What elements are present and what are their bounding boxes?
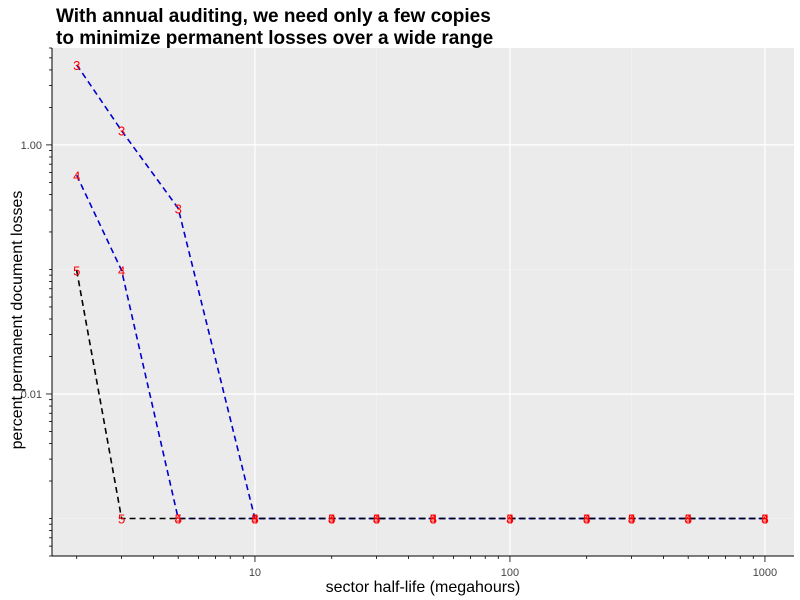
data-point-marker-3: 3 bbox=[328, 512, 335, 527]
data-point-marker-5: 5 bbox=[506, 512, 513, 527]
data-point-marker-3: 3 bbox=[761, 512, 768, 527]
data-point-marker-4: 4 bbox=[628, 512, 635, 527]
data-point-marker-3: 3 bbox=[373, 512, 380, 527]
plot-panel bbox=[52, 48, 794, 556]
data-point-marker-3: 3 bbox=[685, 512, 692, 527]
data-point-marker-5: 5 bbox=[73, 264, 80, 279]
data-point-marker-3: 3 bbox=[430, 512, 437, 527]
data-point-marker-4: 4 bbox=[73, 168, 80, 183]
data-point-marker-3: 3 bbox=[73, 58, 80, 73]
x-tick-label: 100 bbox=[501, 567, 519, 579]
y-axis-title: percent permanent document losses bbox=[9, 191, 26, 450]
data-point-marker-4: 4 bbox=[251, 512, 258, 527]
data-point-marker-3: 3 bbox=[506, 512, 513, 527]
data-point-marker-5: 5 bbox=[628, 512, 635, 527]
data-point-marker-4: 4 bbox=[506, 512, 513, 527]
data-point-marker-4: 4 bbox=[175, 512, 182, 527]
chart-title-line-2: to minimize permanent losses over a wide… bbox=[56, 28, 494, 49]
axes: 10 100 1000 1.00 0.01 bbox=[21, 47, 794, 579]
x-tick-label: 1000 bbox=[753, 567, 777, 579]
data-point-marker-5: 5 bbox=[685, 512, 692, 527]
data-point-marker-4: 4 bbox=[118, 264, 125, 279]
data-point-marker-4: 4 bbox=[373, 512, 380, 527]
data-point-marker-3: 3 bbox=[583, 512, 590, 527]
data-point-marker-4: 4 bbox=[685, 512, 692, 527]
data-point-marker-3: 3 bbox=[175, 201, 182, 216]
x-axis-title: sector half-life (megahours) bbox=[326, 579, 521, 596]
data-point-marker-5: 5 bbox=[583, 512, 590, 527]
series-line-5 bbox=[75, 270, 765, 520]
y-tick-label: 0.01 bbox=[21, 389, 42, 401]
data-point-marker-5: 5 bbox=[328, 512, 335, 527]
chart-title-line-1: With annual auditing, we need only a few… bbox=[56, 6, 491, 27]
data-point-marker-4: 4 bbox=[328, 512, 335, 527]
data-point-marker-3: 3 bbox=[628, 512, 635, 527]
data-point-marker-4: 4 bbox=[430, 512, 437, 527]
data-point-marker-5: 5 bbox=[430, 512, 437, 527]
data-point-marker-5: 5 bbox=[373, 512, 380, 527]
data-point-marker-4: 4 bbox=[761, 512, 768, 527]
data-point-marker-5: 5 bbox=[118, 512, 125, 527]
y-tick-label: 1.00 bbox=[21, 140, 42, 152]
data-point-marker-5: 5 bbox=[761, 512, 768, 527]
x-tick-label: 10 bbox=[249, 567, 261, 579]
data-point-marker-3: 3 bbox=[118, 124, 125, 139]
data-point-marker-5: 5 bbox=[175, 512, 182, 527]
data-point-marker-4: 4 bbox=[583, 512, 590, 527]
gridlines bbox=[52, 48, 794, 556]
data-point-marker-5: 5 bbox=[251, 512, 258, 527]
data-point-marker-3: 3 bbox=[251, 512, 258, 527]
